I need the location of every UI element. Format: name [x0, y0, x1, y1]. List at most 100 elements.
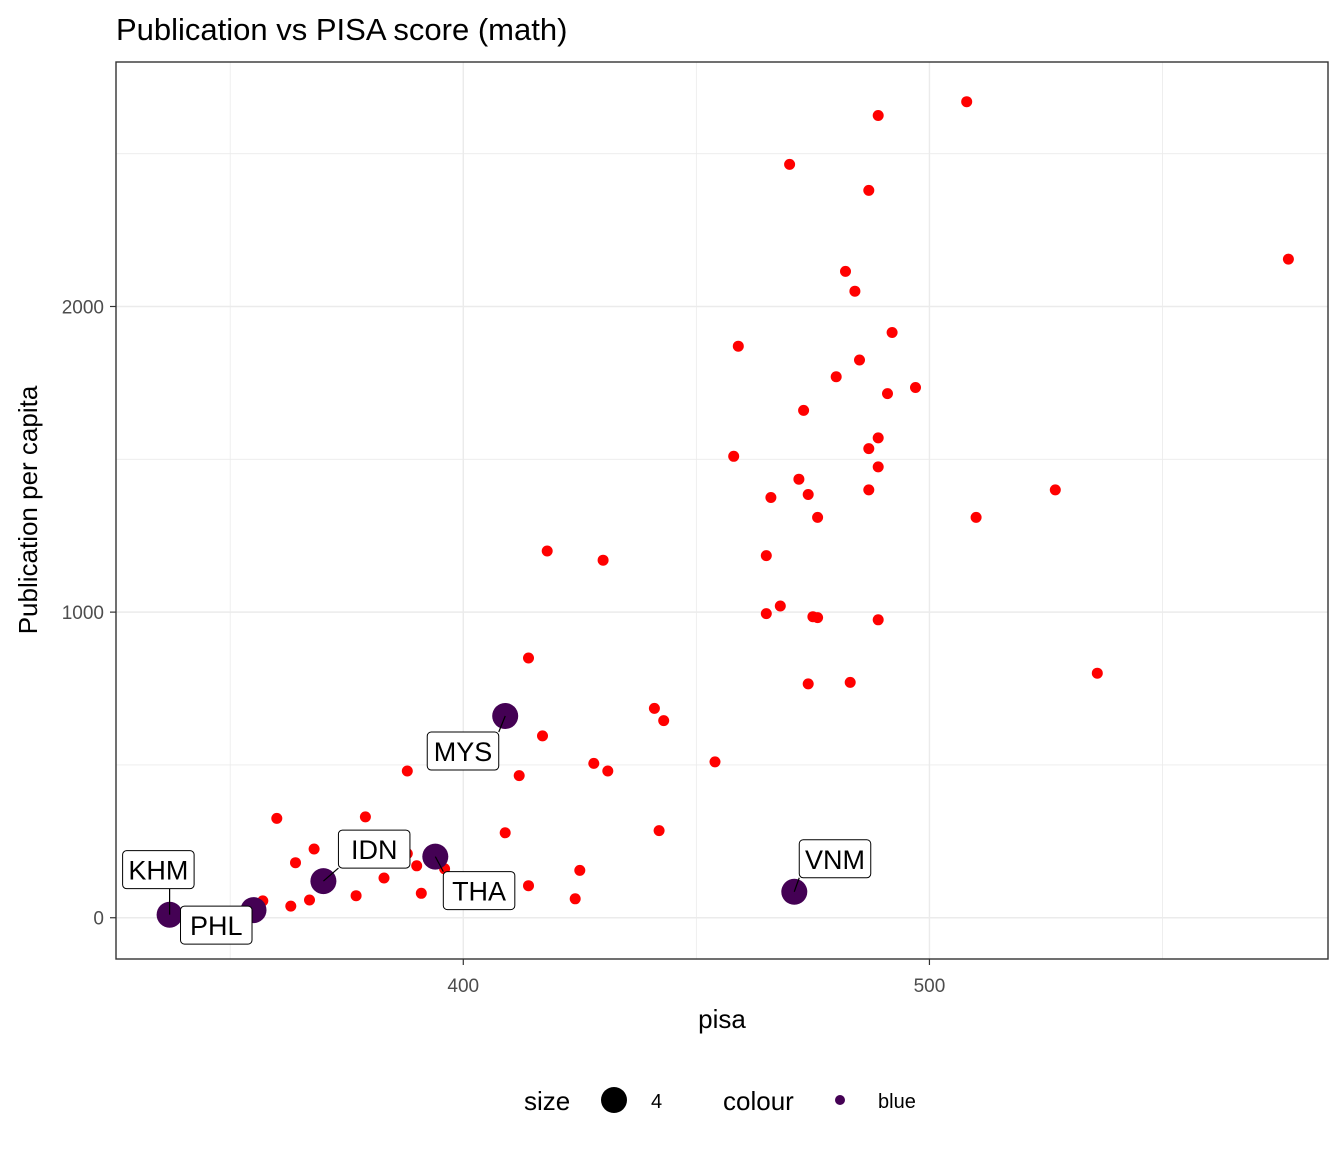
- label-leader-line: [498, 715, 506, 733]
- label-text: VNM: [805, 845, 865, 875]
- data-point: [537, 730, 548, 742]
- data-point: [499, 827, 511, 839]
- data-point: [1049, 484, 1061, 496]
- y-axis-title: Publication per capita: [13, 385, 43, 634]
- plot-panel: MYS IDN KHM VNM THA PHL: [115, 61, 1329, 960]
- data-point: [793, 473, 805, 485]
- data-point: [812, 511, 824, 523]
- panel-background: [116, 62, 1328, 959]
- legend-colour-key: [835, 1095, 845, 1105]
- data-point: [523, 652, 534, 664]
- data-point: [523, 880, 534, 892]
- data-point: [872, 432, 884, 444]
- label-box: [798, 839, 872, 879]
- panel-border: [115, 61, 1329, 960]
- data-point: [513, 770, 525, 782]
- x-tick-label: 500: [914, 976, 946, 997]
- y-tick-label: 0: [93, 909, 104, 930]
- label-text: PHL: [190, 911, 243, 941]
- y-axis-ticks: 0 1000 2000: [62, 297, 116, 930]
- data-point: [290, 857, 301, 869]
- point-label-vnm: VNM: [793, 839, 872, 892]
- legend-size-title: size: [524, 1086, 570, 1116]
- data-point: [658, 715, 670, 727]
- point-labels: MYS IDN KHM VNM THA PHL: [122, 715, 872, 945]
- data-point: [760, 608, 772, 620]
- data-point: [728, 450, 740, 462]
- data-point: [872, 614, 884, 626]
- data-point: [378, 872, 390, 884]
- x-axis-title: pisa: [698, 1004, 746, 1034]
- data-point: [308, 843, 320, 855]
- data-point: [886, 327, 898, 338]
- data-point: [574, 864, 586, 876]
- data-point: [863, 484, 875, 496]
- label-text: IDN: [351, 835, 398, 865]
- label-box: [337, 829, 411, 869]
- data-point: [648, 702, 660, 714]
- x-axis-ticks: 400 500: [447, 959, 945, 997]
- data-point: [415, 887, 427, 899]
- data-point: [872, 461, 884, 473]
- data-point: [304, 894, 315, 906]
- label-text: KHM: [128, 856, 188, 886]
- legend-size-key: [601, 1087, 627, 1113]
- data-point: [812, 612, 824, 624]
- data-point: [732, 340, 744, 352]
- x-tick-label: 400: [447, 976, 479, 997]
- point-label-phl: PHL: [180, 905, 253, 945]
- data-point: [882, 388, 893, 400]
- chart-title: Publication vs PISA score (math): [116, 12, 567, 47]
- point-label-tha: THA: [434, 856, 516, 911]
- label-box: [122, 850, 195, 890]
- data-point: [541, 545, 553, 557]
- data-point: [271, 812, 283, 824]
- y-tick-label: 2000: [62, 297, 104, 318]
- highlight-points: [156, 703, 808, 928]
- data-point: [401, 765, 413, 777]
- data-point: [830, 371, 842, 383]
- label-box: [426, 731, 500, 771]
- data-point: [709, 756, 721, 768]
- data-point: [863, 443, 875, 455]
- minor-gridlines: [116, 62, 1328, 959]
- data-point: [798, 404, 810, 416]
- data-point: [849, 285, 861, 297]
- label-text: MYS: [434, 737, 493, 767]
- legend-colour-title: colour: [723, 1086, 794, 1116]
- label-leader-line: [793, 877, 800, 892]
- data-point: [844, 676, 856, 688]
- data-point: [760, 550, 772, 562]
- data-point: [970, 511, 982, 523]
- data-point: [411, 860, 423, 872]
- highlight-point-mys: [492, 703, 519, 729]
- data-point: [588, 757, 600, 769]
- data-point: [350, 890, 362, 902]
- highlight-point-khm: [156, 901, 183, 928]
- highlight-point-idn: [310, 868, 337, 895]
- legend-colour-value: blue: [878, 1091, 916, 1113]
- data-point: [602, 765, 614, 777]
- data-point: [863, 184, 875, 196]
- data-point: [784, 158, 796, 170]
- data-point: [872, 110, 884, 121]
- highlight-point-vnm: [781, 878, 808, 905]
- data-point: [765, 492, 777, 503]
- legend-size-value: 4: [651, 1091, 662, 1113]
- point-label-idn: IDN: [323, 829, 411, 882]
- label-leader-line: [323, 867, 339, 882]
- label-box: [180, 905, 253, 945]
- data-point: [1282, 253, 1294, 265]
- data-point: [653, 825, 665, 837]
- data-point: [359, 811, 371, 823]
- data-point: [961, 96, 973, 108]
- data-point: [854, 354, 865, 366]
- data-point: [802, 678, 814, 690]
- data-point: [285, 900, 297, 912]
- point-label-mys: MYS: [426, 715, 506, 771]
- legend: size 4 colour blue: [524, 1086, 916, 1116]
- label-leader-line: [434, 856, 444, 872]
- y-tick-label: 1000: [62, 603, 104, 624]
- highlight-point-tha: [422, 843, 449, 870]
